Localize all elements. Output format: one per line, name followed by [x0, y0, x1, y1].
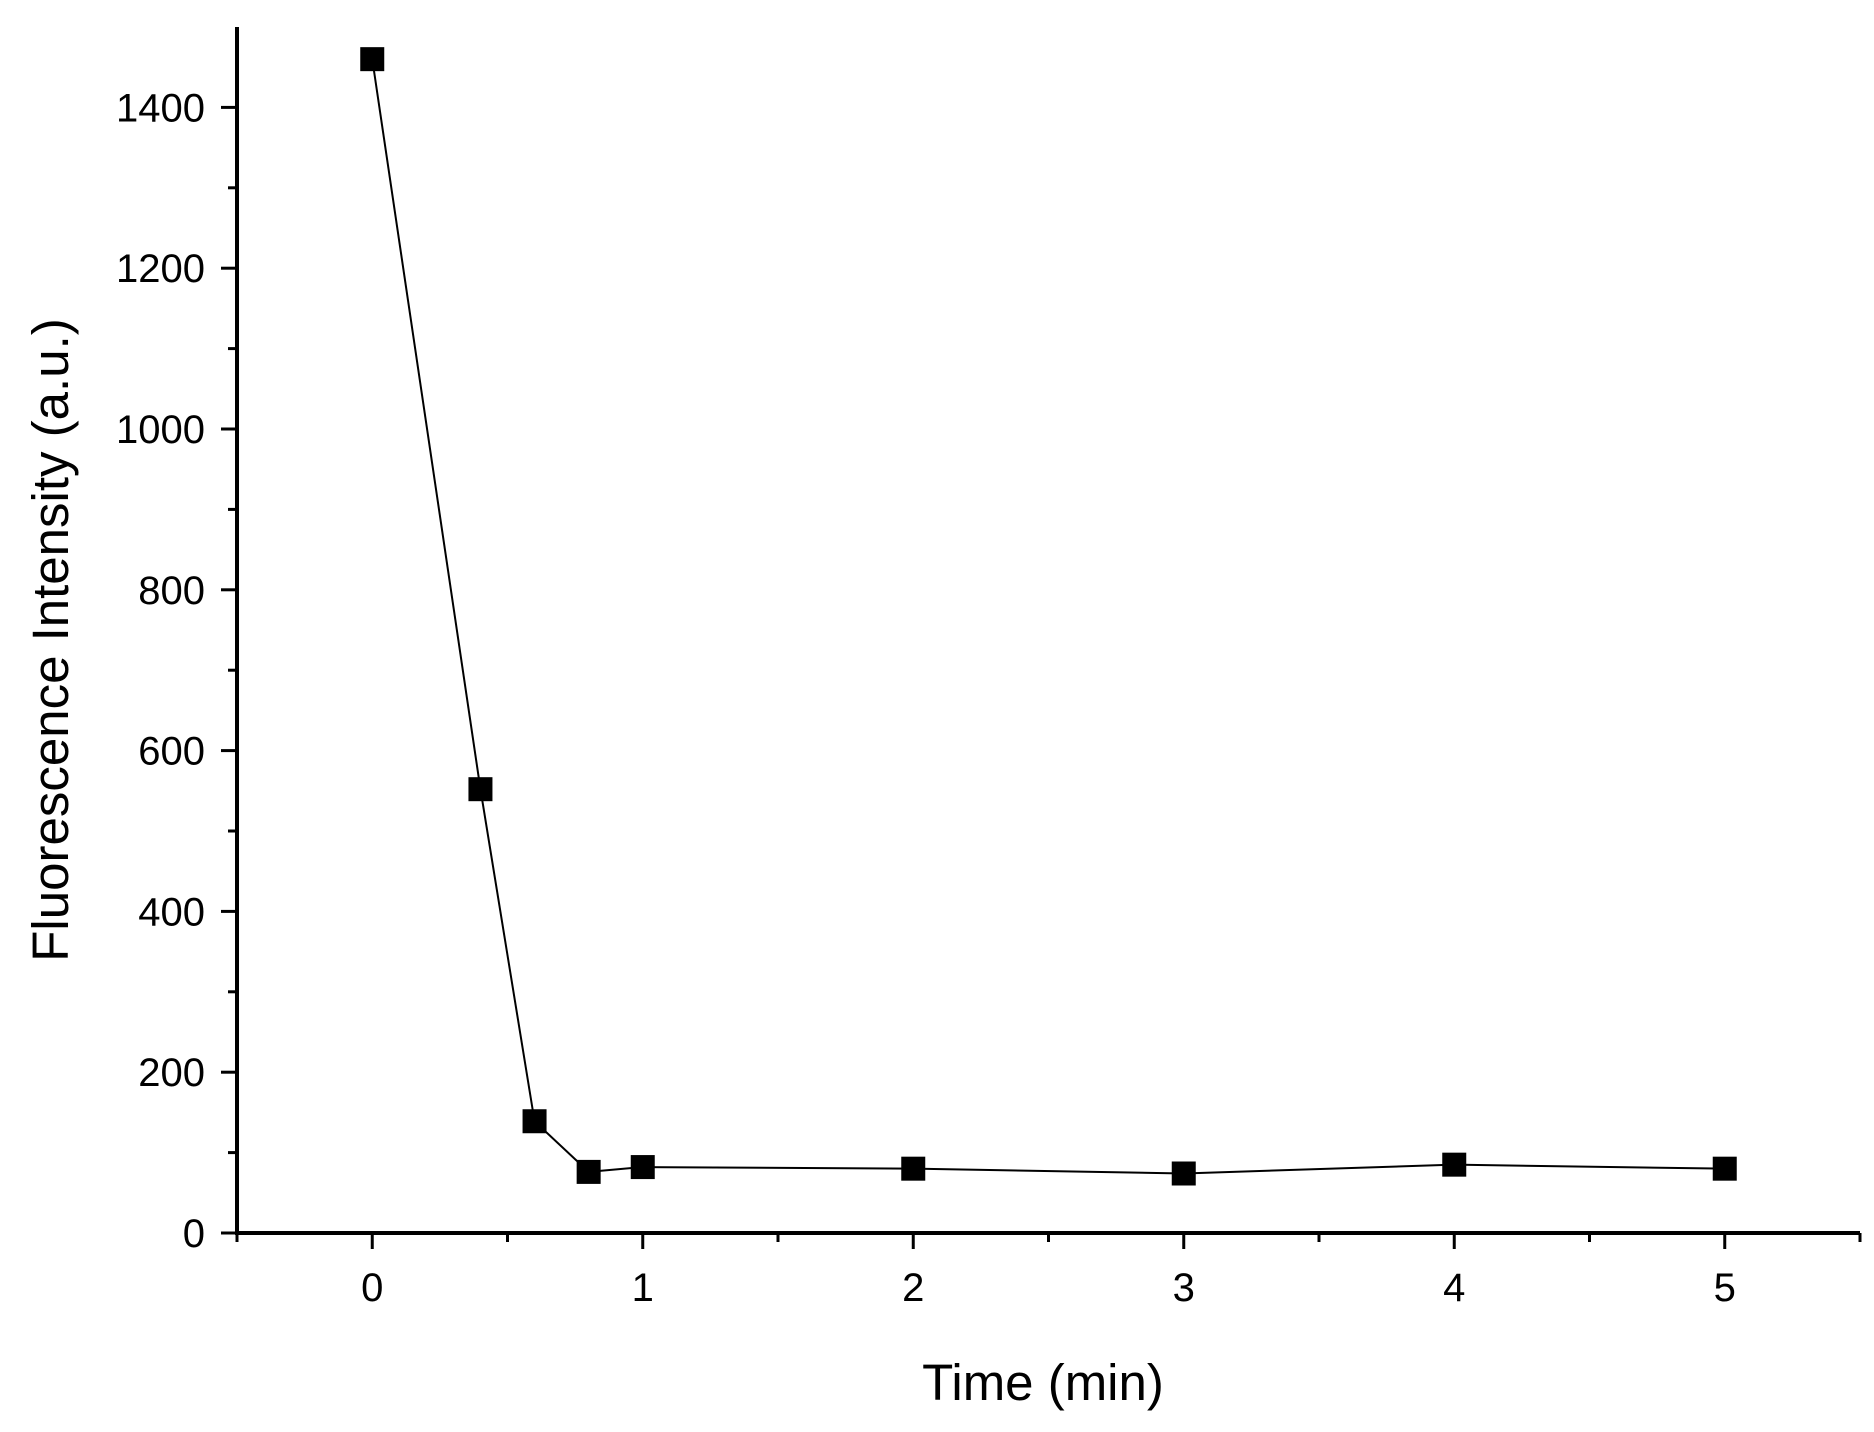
data-point: [901, 1156, 926, 1181]
data-point: [360, 47, 385, 72]
data-point: [1712, 1156, 1737, 1181]
y-tick-label: 400: [138, 890, 205, 934]
x-tick-label: 3: [1173, 1266, 1195, 1310]
data-point: [630, 1155, 655, 1180]
y-tick-label: 1000: [116, 408, 205, 452]
y-tick-label: 0: [183, 1212, 205, 1256]
y-tick-label: 1400: [116, 86, 205, 130]
series-line-segment: [1183, 1163, 1455, 1175]
axes: [235, 27, 1860, 1235]
series-line-segment: [642, 1166, 914, 1170]
x-axis-title: Time (min): [922, 1354, 1164, 1411]
data-point: [1442, 1152, 1467, 1177]
x-tick-label: 4: [1443, 1266, 1465, 1310]
series-line-segment: [371, 59, 482, 790]
x-tick-label: 1: [632, 1266, 654, 1310]
data-point: [576, 1159, 601, 1184]
series-lines: [371, 59, 1725, 1175]
series-markers: [360, 47, 1737, 1186]
ticks: 0 200 400 600 800 1000 1200 1400 0 1 2 3 4 5: [116, 86, 1862, 1310]
data-point: [522, 1109, 547, 1134]
series-line-segment: [1454, 1163, 1725, 1170]
series-line-segment: [479, 789, 536, 1122]
x-tick-label: 2: [902, 1266, 924, 1310]
x-tick-label: 5: [1714, 1266, 1736, 1310]
series-line-segment: [913, 1167, 1184, 1175]
data-point: [468, 777, 493, 802]
y-tick-label: 200: [138, 1051, 205, 1095]
x-tick-label: 0: [361, 1266, 383, 1310]
y-tick-label: 600: [138, 730, 205, 774]
y-axis-title: Fluorescence Intensity (a.u.): [22, 318, 79, 961]
data-point: [1171, 1161, 1196, 1186]
y-tick-label: 1200: [116, 247, 205, 291]
y-tick-label: 800: [138, 569, 205, 613]
